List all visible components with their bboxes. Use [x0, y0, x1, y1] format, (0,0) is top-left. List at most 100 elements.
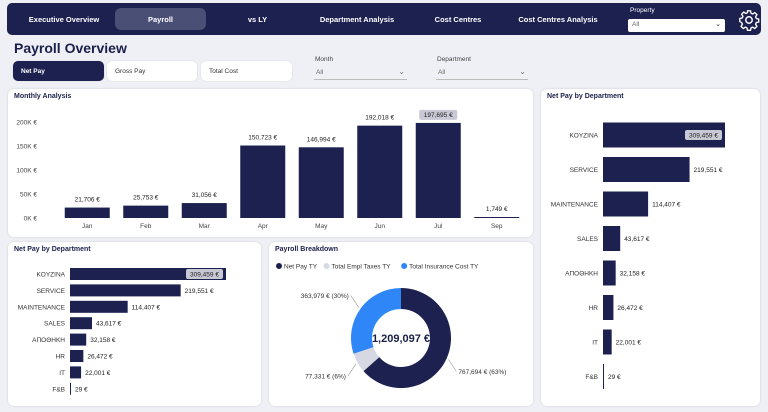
category-label: ΑΠΟΘΗΚΗ: [32, 337, 65, 344]
bar: [70, 382, 71, 395]
net-pay-by-department-left-card: Net Pay by Department KOYZINA 309,459 € SE…: [8, 242, 261, 406]
bar: [70, 317, 92, 330]
monthly-analysis-title: Monthly Analysis: [14, 93, 72, 100]
bar-value-label: 43,617 €: [96, 321, 122, 328]
payroll-breakdown-title: Payroll Breakdown: [275, 246, 339, 253]
nav-cost-centres[interactable]: Cost Centres: [434, 14, 482, 24]
x-tick-label: Jun: [375, 223, 386, 230]
net-pay-by-department-right-title: Net Pay by Department: [547, 93, 624, 100]
leader-line: [347, 363, 357, 377]
x-tick-label: Sep: [491, 223, 503, 230]
bar: [70, 300, 128, 313]
bar-value-label: 22,001 €: [85, 370, 111, 377]
x-tick-label: Mar: [199, 223, 211, 230]
legend-label: Total Empl Taxes TY: [332, 264, 392, 271]
legend-marker: [401, 263, 408, 269]
property-filter-select[interactable]: All ⌄: [628, 19, 725, 32]
measure-net-pay-button[interactable]: Net Pay: [13, 61, 104, 81]
slice-value-label: 767,694 € (63%): [458, 369, 506, 376]
bar-value-label: 150,723 €: [248, 135, 277, 142]
legend-label: Total Insurance Cost TY: [409, 264, 479, 271]
bar: [181, 203, 227, 218]
bar-value-label: 32,158 €: [90, 337, 116, 344]
net-pay-by-department-left-title: Net Pay by Department: [14, 246, 91, 253]
slice-value-label: 77,331 € (6%): [305, 373, 346, 380]
nav-executive-overview[interactable]: Executive Overview: [28, 14, 100, 24]
bar: [240, 145, 286, 218]
nav-department-analysis[interactable]: Department Analysis: [319, 14, 395, 24]
bar: [70, 350, 84, 362]
net-pay-by-department-right-chart: KOYZINA 309,459 € SERVICE 219,551 € MAINTENA…: [551, 122, 725, 389]
x-tick-label: Feb: [140, 223, 152, 230]
category-label: F&B: [585, 374, 598, 381]
bar: [603, 157, 690, 182]
bar-value-label: 309,459 €: [689, 133, 718, 140]
bar-label-highlight: [685, 130, 722, 140]
y-tick-label: 150K €: [16, 143, 37, 150]
nav-vs-ly[interactable]: vs LY: [247, 14, 268, 24]
category-label: MAINTENANCE: [18, 304, 66, 311]
category-label: HR: [589, 305, 599, 312]
leader-line: [350, 295, 360, 308]
measure-gross-pay-button[interactable]: Gross Pay: [107, 61, 197, 81]
bar-value-label: 219,551 €: [185, 288, 214, 295]
monthly-analysis-chart: 0K € 50K € 100K € 150K € 200K € 21,706 € Jan 25…: [16, 109, 520, 230]
legend-label: Net Pay TY: [284, 264, 318, 271]
x-tick-label: Jan: [82, 223, 93, 230]
department-filter-value: All: [438, 69, 446, 76]
y-tick-label: 0K €: [24, 216, 38, 223]
legend-marker: [323, 263, 330, 269]
x-tick-label: May: [315, 223, 328, 230]
bar-value-label: 25,753 €: [133, 195, 159, 202]
property-filter-value: All: [632, 21, 640, 28]
category-label: F&B: [52, 386, 65, 393]
bar-value-label: 26,472 €: [87, 354, 113, 361]
bar-value-label: 29 €: [608, 374, 621, 381]
month-filter-select[interactable]: All ⌄: [314, 66, 407, 80]
bar-value-label: 29 €: [75, 386, 88, 393]
nav-payroll[interactable]: Payroll: [115, 8, 206, 30]
net-pay-by-department-left-chart: KOYZINA 309,459 € SERVICE 219,551 € MAINTENA…: [18, 268, 226, 395]
bar-value-label: 21,706 €: [75, 197, 101, 204]
top-nav-bar: Executive Overview Payroll vs LY Departm…: [7, 3, 761, 35]
category-label: IT: [592, 340, 598, 347]
bar-value-label: 31,056 €: [192, 192, 218, 199]
donut-slice: [351, 288, 401, 354]
slice-value-label: 363,979 € (30%): [301, 293, 349, 300]
donut-slice: [353, 347, 380, 372]
department-filter-label: Department: [437, 56, 471, 63]
category-label: MAINTENANCE: [551, 202, 599, 209]
gear-icon[interactable]: [738, 9, 760, 31]
category-label: SERVICE: [37, 288, 66, 295]
legend-marker: [276, 263, 282, 269]
bar-value-label: 43,617 €: [624, 236, 650, 243]
y-tick-label: 200K €: [16, 119, 37, 126]
x-tick-label: Apr: [258, 223, 269, 230]
payroll-breakdown-chart: Net Pay TY Total Empl Taxes TY Total Insur…: [276, 263, 506, 388]
leader-line: [448, 359, 457, 372]
property-filter-label: Property: [630, 7, 655, 14]
bar: [603, 191, 649, 217]
bar: [603, 226, 621, 251]
bar-value-label: 114,407 €: [652, 202, 681, 209]
bar-label-highlight: [419, 109, 458, 120]
x-tick-label: Jul: [434, 223, 443, 230]
nav-cost-centres-analysis[interactable]: Cost Centres Analysis: [518, 14, 598, 24]
bar: [474, 217, 520, 218]
bar: [415, 122, 461, 218]
category-label: HR: [56, 354, 66, 361]
measure-total-cost-button[interactable]: Total Cost: [201, 61, 292, 81]
category-label: IT: [59, 370, 65, 377]
bar-value-label: 146,994 €: [307, 136, 336, 143]
bar: [123, 205, 169, 218]
bar: [357, 125, 403, 218]
department-filter-select[interactable]: All ⌄: [436, 66, 528, 80]
bar: [603, 295, 614, 320]
bar: [70, 333, 87, 346]
bar-value-label: 219,551 €: [694, 167, 723, 174]
bar: [298, 147, 344, 218]
donut-slice: [363, 288, 451, 388]
bar: [70, 284, 181, 297]
chevron-down-icon: ⌄: [398, 67, 405, 76]
page-title: Payroll Overview: [14, 40, 127, 56]
